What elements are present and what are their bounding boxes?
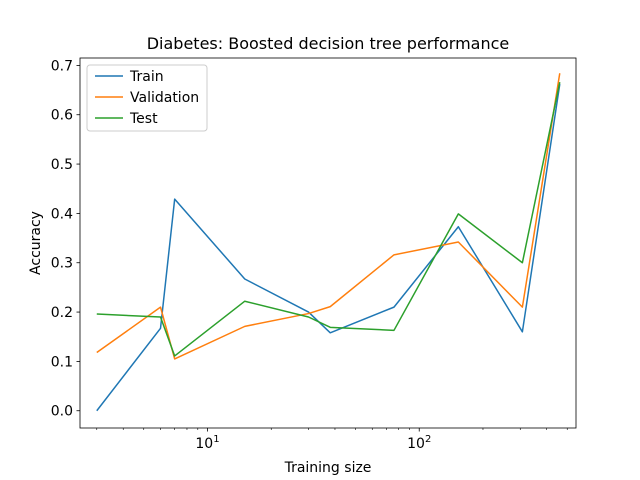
y-tick-label: 0.1 xyxy=(51,354,73,370)
x-tick-base: 10 xyxy=(407,436,425,452)
x-tick-exponent: 2 xyxy=(425,434,431,445)
x-tick-exponent: 1 xyxy=(213,434,219,445)
y-tick-label: 0.4 xyxy=(51,206,73,222)
x-tick-base: 10 xyxy=(195,436,213,452)
y-tick-label: 0.2 xyxy=(51,305,73,321)
legend-label: Validation xyxy=(130,90,199,106)
legend: Train Validation Test xyxy=(86,64,208,132)
series-layer xyxy=(96,73,561,412)
y-tick-label: 0.3 xyxy=(51,256,73,272)
legend-box xyxy=(86,64,208,132)
x-tick-label: 102 xyxy=(407,434,431,452)
x-axis: 101 102 xyxy=(96,428,568,452)
legend-label: Test xyxy=(129,111,158,127)
y-axis-label: Accuracy xyxy=(28,211,44,275)
y-tick-label: 0.0 xyxy=(51,404,73,420)
series-line-validation xyxy=(96,73,561,360)
series-line-test xyxy=(96,82,561,357)
y-axis: 0.0 0.1 0.2 0.3 0.4 0.5 0.6 0.7 xyxy=(51,58,80,420)
y-tick-label: 0.5 xyxy=(51,157,73,173)
y-tick-label: 0.6 xyxy=(51,108,73,124)
x-axis-label: Training size xyxy=(284,460,372,476)
x-tick-label: 101 xyxy=(195,434,219,452)
y-tick-label: 0.7 xyxy=(51,58,73,74)
legend-label: Train xyxy=(129,69,164,85)
plot-frame xyxy=(79,57,577,429)
chart-title: Diabetes: Boosted decision tree performa… xyxy=(147,34,510,53)
